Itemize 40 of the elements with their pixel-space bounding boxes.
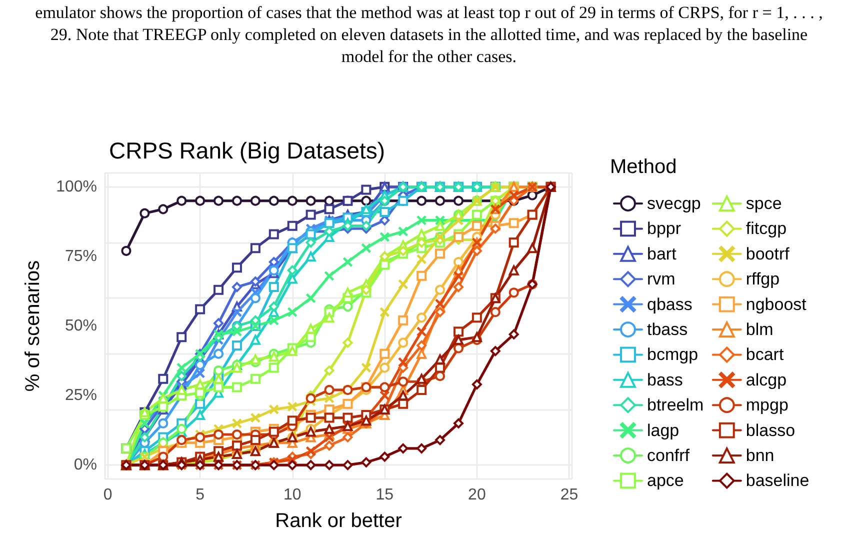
legend-label: apce — [647, 471, 684, 490]
x-tick-label: 5 — [196, 486, 205, 504]
legend-label: qbass — [647, 294, 692, 314]
legend-label: alcgp — [746, 370, 787, 390]
y-tick-label: 25% — [64, 387, 97, 404]
legend-label: ngboost — [746, 294, 807, 314]
legend-label: mpgp — [746, 396, 788, 415]
legend-label: bart — [647, 244, 677, 264]
y-tick-label: 50% — [64, 318, 97, 334]
legend-label: bootrf — [746, 244, 790, 264]
x-tick-label: 10 — [283, 486, 302, 504]
legend-label: bnn — [746, 446, 774, 465]
x-tick-label: 25 — [560, 486, 578, 504]
y-tick-label: 0% — [74, 456, 97, 474]
legend-label: bcmgp — [647, 345, 698, 364]
legend-title: Method — [610, 156, 677, 178]
legend-label: bcart — [746, 345, 784, 364]
legend-label: rffgp — [746, 270, 780, 289]
y-tick-label: 75% — [64, 248, 97, 265]
chart-title: CRPS Rank (Big Datasets) — [109, 138, 386, 164]
legend-label: bppr — [647, 219, 682, 238]
y-axis-title: % of scenarios — [22, 260, 44, 392]
x-axis-title: Rank or better — [275, 510, 402, 532]
legend-label: rvm — [647, 270, 676, 289]
legend-label: tbass — [647, 320, 688, 339]
legend-label: blm — [746, 320, 774, 339]
x-tick-label: 0 — [103, 486, 112, 504]
legend-label: spce — [746, 194, 782, 213]
legend-label: lagp — [647, 420, 680, 440]
legend-label: btreelm — [647, 396, 704, 415]
legend-label: fitcgp — [746, 219, 787, 238]
y-tick-label: 100% — [56, 178, 97, 196]
x-tick-label: 15 — [376, 486, 394, 504]
legend-label: blasso — [746, 420, 796, 440]
legend-label: baseline — [746, 471, 810, 490]
legend-label: bass — [647, 370, 683, 390]
text: emulator shows the proportion of cases that the method was at least top r out of 29 in terms of CRPS, for r = 1, . . . , 29. Note that TREEGP only completed on eleven datasets in the allotted time, and was replaced by the baseline model for the other cases. — [34, 2, 824, 68]
legend-label: svecgp — [647, 194, 701, 213]
legend-label: confrf — [647, 446, 690, 465]
x-tick-label: 20 — [468, 486, 486, 504]
